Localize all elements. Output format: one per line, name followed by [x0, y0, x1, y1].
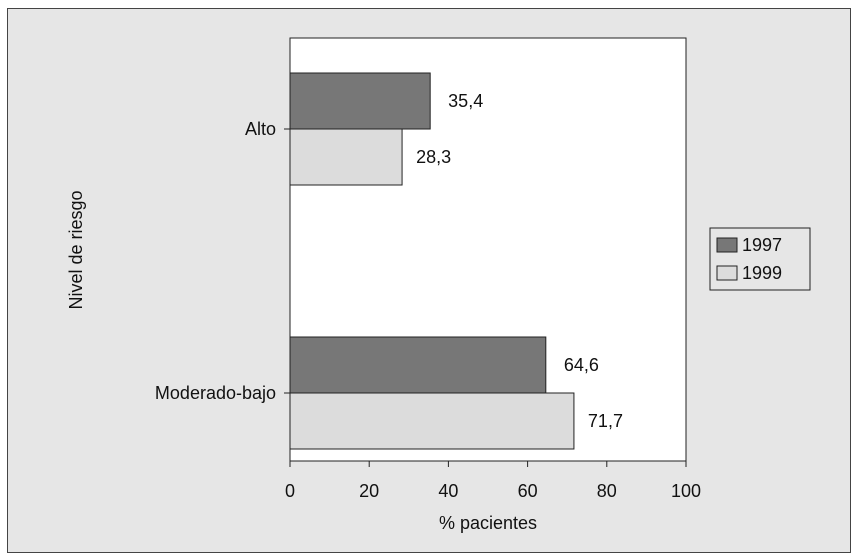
bar-alto-1999 — [289, 128, 403, 186]
bar-moderado-bajo-1999 — [289, 392, 575, 450]
bars-group — [289, 72, 575, 450]
x-axis-title: % pacientes — [439, 513, 537, 533]
legend-label-1997: 1997 — [742, 235, 782, 255]
data-label-alto-1999: 28,3 — [416, 147, 451, 167]
data-label-alto-1997: 35,4 — [448, 91, 483, 111]
bar-moderado-bajo-1997 — [289, 336, 547, 394]
x-axis: 0 20 40 60 80 100 — [284, 128, 701, 501]
legend-label-1999: 1999 — [742, 263, 782, 283]
category-labels-group: Alto Moderado-bajo — [155, 119, 276, 403]
value-labels-group: 35,4 28,3 64,6 71,7 — [416, 91, 623, 431]
legend: 1997 1999 — [709, 227, 811, 291]
x-tick-label-0: 0 — [285, 481, 295, 501]
legend-swatch-1999 — [716, 265, 738, 281]
x-tick-label-80: 80 — [597, 481, 617, 501]
y-axis-title: Nivel de riesgo — [66, 190, 86, 309]
bar-alto-1997 — [289, 72, 431, 130]
category-label-alto: Alto — [245, 119, 276, 139]
category-label-moderado-bajo: Moderado-bajo — [155, 383, 276, 403]
x-tick-label-100: 100 — [671, 481, 701, 501]
data-label-moderado-bajo-1999: 71,7 — [588, 411, 623, 431]
x-tick-label-60: 60 — [518, 481, 538, 501]
data-label-moderado-bajo-1997: 64,6 — [564, 355, 599, 375]
legend-swatch-1997 — [716, 237, 738, 253]
x-tick-label-20: 20 — [359, 481, 379, 501]
x-tick-label-40: 40 — [438, 481, 458, 501]
